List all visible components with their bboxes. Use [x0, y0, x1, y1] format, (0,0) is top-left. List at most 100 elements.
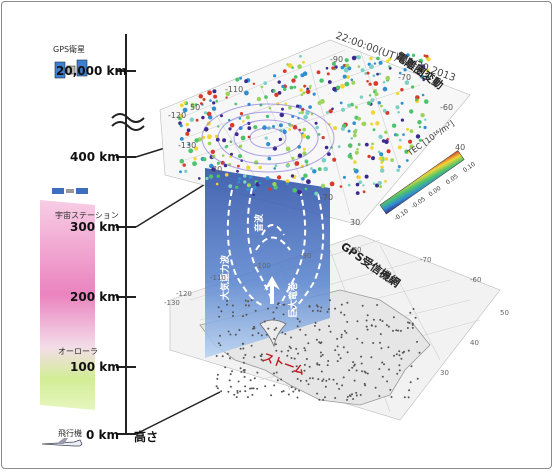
receiver-dot	[395, 353, 398, 356]
tec-dot	[216, 161, 220, 165]
receiver-dot	[303, 363, 306, 366]
receiver-dot	[276, 303, 279, 306]
receiver-dot	[327, 360, 330, 362]
tec-dot	[423, 125, 427, 130]
tec-dot	[384, 180, 387, 183]
tick-label-200: 200 km	[70, 290, 120, 304]
receiver-dot	[379, 318, 382, 321]
tornado-icon	[259, 319, 287, 348]
colorbar-tick-label: 0.05	[445, 173, 460, 187]
receiver-dot	[320, 341, 323, 344]
receiver-dot	[239, 347, 242, 350]
tec-dot	[325, 111, 329, 114]
upper-grid-label: 30	[212, 165, 222, 174]
tick-label-300: 300 km	[70, 220, 120, 234]
tec-dot	[355, 182, 360, 187]
tec-dot	[291, 156, 295, 160]
receiver-dot	[360, 362, 363, 365]
receiver-dot	[348, 394, 351, 397]
space-station-label: 宇宙ステーション	[55, 211, 119, 220]
tec-dot	[377, 150, 381, 154]
receiver-dot	[360, 355, 363, 358]
tec-dot	[285, 146, 291, 152]
receiver-dot	[316, 392, 319, 395]
receiver-dot	[252, 387, 255, 390]
receiver-dot	[280, 378, 283, 381]
tec-dot	[411, 85, 415, 89]
leader-300	[135, 177, 216, 228]
tec-dot	[396, 91, 400, 96]
receiver-dot	[253, 377, 256, 380]
tec-dot	[391, 123, 397, 128]
receiver-dot	[315, 304, 318, 307]
lower-grid-label: 40	[470, 339, 479, 347]
tec-dot	[378, 60, 383, 65]
tec-dot	[373, 81, 379, 86]
tick-label-0: 0 km	[86, 428, 120, 442]
tec-dot	[347, 183, 351, 187]
receiver-dot	[253, 356, 256, 359]
receiver-dot	[234, 333, 237, 336]
receiver-dot	[229, 385, 232, 388]
tec-dot	[395, 133, 399, 137]
tec-dot	[244, 90, 249, 96]
receiver-dot	[233, 393, 236, 396]
tec-dot	[245, 115, 250, 120]
tec-dot	[368, 82, 372, 86]
tec-dot	[293, 85, 297, 89]
gravity-wave-label: 大気重力波	[219, 254, 231, 300]
receiver-dot	[216, 373, 219, 376]
receiver-dot	[412, 308, 415, 310]
receiver-dot	[251, 334, 254, 337]
receiver-dot	[275, 327, 278, 330]
airplane-label: 飛行機	[58, 429, 82, 438]
lower-grid-label: -60	[470, 276, 481, 284]
tec-dot	[273, 167, 277, 170]
tec-dot	[377, 101, 381, 105]
tec-dot	[329, 181, 335, 187]
tec-dot	[355, 191, 360, 196]
tec-dot	[424, 99, 429, 104]
tec-dot	[202, 157, 207, 162]
tec-dot	[265, 114, 270, 119]
tec-dot	[379, 152, 384, 157]
receiver-dot	[308, 365, 311, 368]
tec-dot	[297, 153, 303, 158]
tec-dot	[385, 75, 391, 81]
tec-dot	[286, 162, 290, 166]
tec-dot	[426, 57, 431, 62]
receiver-dot	[241, 342, 244, 345]
receiver-dot	[397, 329, 400, 332]
tec-dot	[366, 80, 369, 83]
tec-dot	[225, 91, 231, 97]
tec-dot	[409, 60, 414, 64]
tec-dot	[268, 187, 272, 191]
receiver-dot	[229, 373, 232, 376]
tec-dot	[375, 183, 379, 188]
tec-dot	[388, 57, 392, 61]
tec-dot	[202, 98, 206, 101]
tec-dot	[343, 64, 346, 67]
receiver-dot	[343, 330, 346, 332]
tec-dot	[286, 182, 289, 186]
receiver-dot	[396, 372, 399, 375]
receiver-dot	[370, 356, 373, 359]
receiver-dot	[414, 316, 417, 319]
tec-dot	[216, 174, 220, 178]
receiver-dot	[398, 354, 401, 357]
receiver-dot	[253, 327, 256, 330]
tec-dot	[305, 110, 310, 116]
receiver-dot	[408, 389, 411, 392]
receiver-dot	[356, 320, 359, 323]
tec-dot	[265, 176, 270, 181]
receiver-dot	[242, 347, 245, 350]
receiver-dot	[392, 316, 395, 319]
receiver-dot	[235, 396, 238, 399]
receiver-dot	[399, 329, 402, 332]
receiver-dot	[282, 313, 285, 316]
receiver-dot	[219, 344, 222, 347]
receiver-dot	[264, 385, 267, 388]
tec-dot	[179, 103, 184, 108]
receiver-dot	[221, 355, 224, 358]
tec-dot	[370, 146, 374, 150]
